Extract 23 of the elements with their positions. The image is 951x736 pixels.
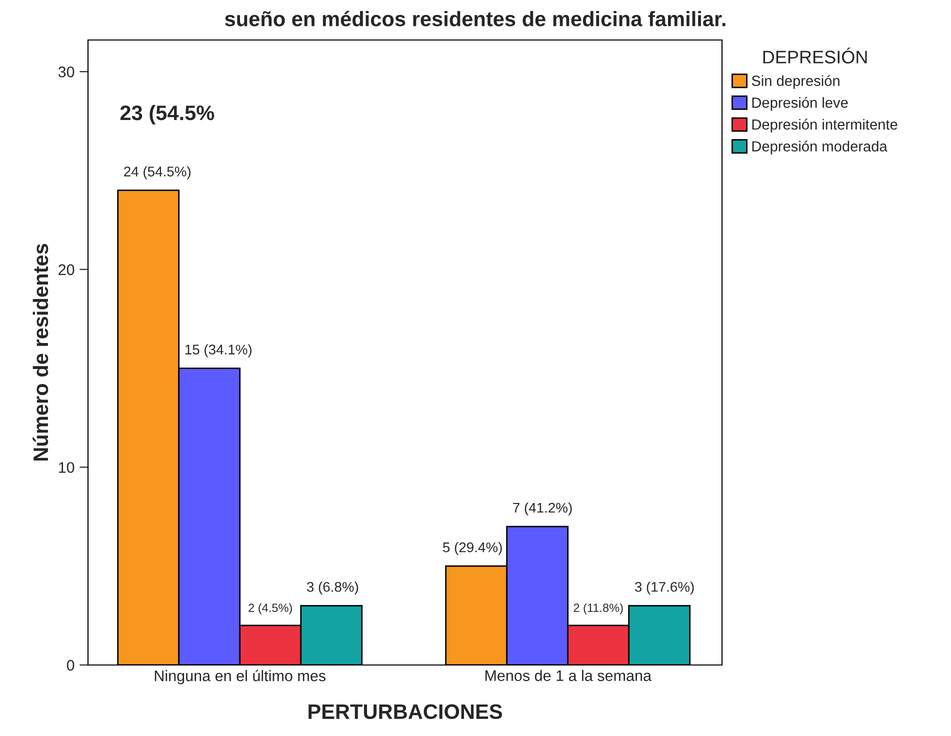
y-tick-label: 0 [66, 660, 74, 671]
y-tick-label: 20 [58, 264, 74, 276]
legend-label: Sin depresión [752, 75, 840, 89]
annotation: 23 (54.5% [120, 104, 214, 124]
x-tick-label: Ninguna en el último mes [154, 670, 326, 684]
y-tick-label: 10 [58, 462, 74, 473]
x-tick-label: Menos de 1 a la semana [485, 670, 652, 682]
legend-label: Depresión moderada [752, 140, 888, 154]
data-label: 3 (17.6%) [634, 582, 694, 595]
data-label: 24 (54.5%) [124, 166, 190, 180]
data-label: 2 (4.5%) [248, 603, 292, 614]
y-tick-label: 30 [58, 66, 74, 78]
data-label: 5 (29.4%) [443, 542, 502, 555]
data-label: 3 (6.8%) [306, 582, 358, 595]
legend-label: Depresión leve [752, 96, 848, 111]
chart-title: sueño en médicos residentes de medicina familiar. [224, 10, 726, 26]
data-label: 2 (11.8%) [574, 603, 623, 614]
legend-label: Depresión intermitente [752, 118, 898, 133]
data-label: 7 (41.2%) [513, 502, 572, 516]
x-axis-title: PERTURBACIONES [308, 704, 502, 720]
y-axis-title: Número de residentes [32, 244, 48, 461]
data-label: 15 (34.1%) [185, 344, 252, 358]
legend-title: DEPRESIÓN [763, 48, 867, 64]
